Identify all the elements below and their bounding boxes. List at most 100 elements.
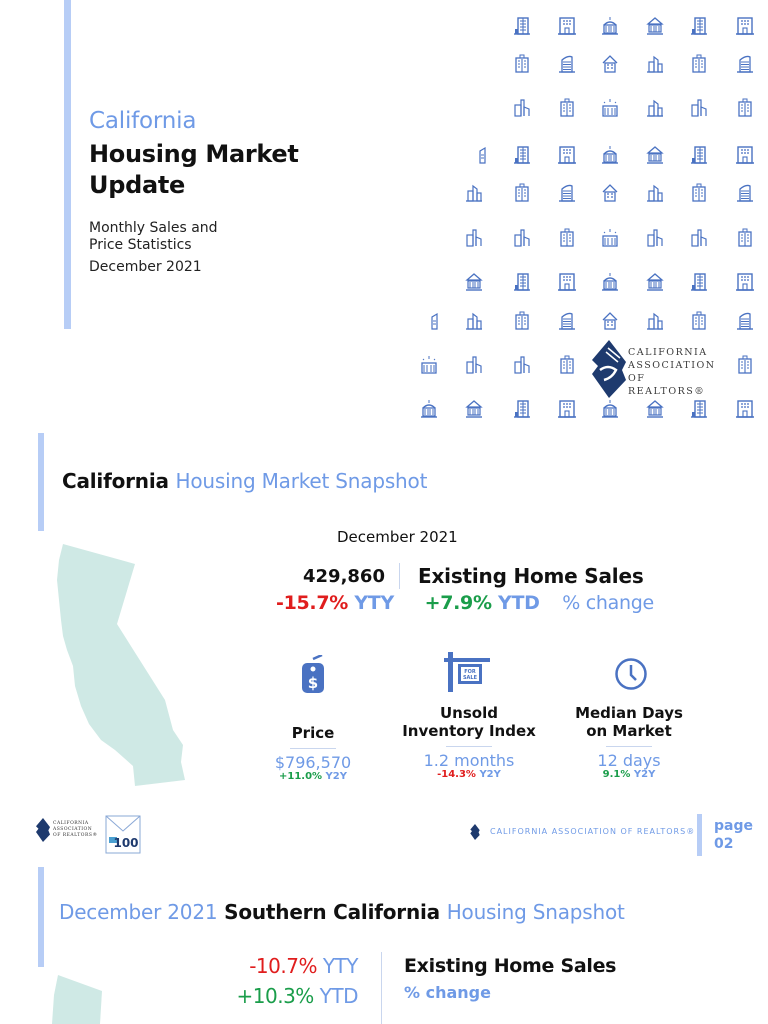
- building-icon: [514, 146, 530, 164]
- metric-change: +11.0% Y2Y: [263, 771, 363, 783]
- building-icon: [602, 184, 618, 202]
- car-logo: CALIFORNIA ASSOCIATION OF REALTORS®: [592, 340, 718, 398]
- car-logo-line3: OF REALTORS®: [628, 373, 706, 397]
- building-icon: [479, 146, 486, 164]
- building-icon: [515, 54, 529, 73]
- footer-logo-line2: ASSOCIATION: [53, 827, 93, 832]
- metric-change-suffix: Y2Y: [325, 771, 347, 782]
- building-icon: [559, 55, 575, 73]
- building-icon: [691, 99, 707, 117]
- building-icon: [738, 355, 752, 374]
- page-label: page: [714, 818, 753, 834]
- southern-title-blue: Housing Snapshot: [446, 900, 625, 924]
- southern-title: December 2021 Southern California Housin…: [59, 900, 625, 924]
- building-icon: [691, 400, 707, 418]
- building-icon: [602, 229, 618, 247]
- cover-title-highlight: California: [89, 108, 197, 134]
- yty-label: YTY: [354, 592, 394, 614]
- building-icon: [736, 17, 754, 35]
- building-icon: [559, 312, 575, 330]
- building-icon: [558, 17, 576, 35]
- southern-title-date: December 2021: [59, 900, 218, 924]
- sales-divider: [399, 563, 400, 589]
- southern-change-label: % change: [404, 983, 491, 1002]
- page-number-value: 02: [714, 836, 734, 852]
- southern-accent-bar: [38, 867, 44, 967]
- building-icon: [558, 146, 576, 164]
- sales-label: Existing Home Sales: [418, 564, 644, 588]
- building-icon: [431, 312, 438, 330]
- southern-yty-label: YTY: [322, 954, 359, 978]
- centennial-badge-icon: 100: [105, 815, 141, 854]
- svg-text:$: $: [308, 674, 318, 692]
- southern-california-map-icon: [52, 975, 102, 1024]
- building-icon: [647, 312, 663, 330]
- metric-change: -14.3% Y2Y: [399, 769, 539, 781]
- building-icon: [692, 311, 706, 330]
- metric-value: $796,570: [274, 753, 352, 772]
- building-icon: [421, 400, 437, 418]
- building-icon: [514, 99, 530, 117]
- cover-subtitle-line1: Monthly Sales and: [89, 220, 218, 236]
- cover-title-line2: Update: [89, 171, 185, 199]
- building-icon: [602, 400, 618, 418]
- building-icon: [560, 98, 574, 117]
- building-icon: [602, 55, 618, 73]
- building-icon: [691, 17, 707, 35]
- building-icon: [647, 99, 663, 117]
- building-icon: [736, 400, 754, 418]
- building-icon: [514, 229, 530, 247]
- building-icon: [646, 17, 664, 35]
- building-icon: [691, 273, 707, 291]
- svg-text:SALE: SALE: [463, 675, 478, 681]
- metric-label-line1: Median Days: [575, 704, 683, 722]
- building-icon: [647, 229, 663, 247]
- ytd-value: +7.9%: [424, 592, 492, 614]
- california-map-icon: [57, 544, 185, 786]
- building-icon: [602, 99, 618, 117]
- metric-change-value: -14.3%: [437, 769, 476, 780]
- building-icon: [465, 400, 483, 418]
- snapshot-title-blue: Housing Market Snapshot: [175, 469, 428, 493]
- building-icon: [514, 400, 530, 418]
- building-icon: [514, 273, 530, 291]
- southern-sales-label: Existing Home Sales: [404, 955, 617, 977]
- metric-divider: [446, 746, 492, 747]
- building-icon: [465, 273, 483, 291]
- metric-value: 12 days: [597, 751, 661, 770]
- building-icon: [691, 229, 707, 247]
- building-icon: [602, 273, 618, 291]
- metric-value: 1.2 months: [423, 751, 515, 770]
- building-icon: [692, 183, 706, 202]
- building-icon: [421, 356, 437, 374]
- metric-change: 9.1% Y2Y: [566, 769, 692, 781]
- building-icon: [646, 273, 664, 291]
- building-icon: [558, 400, 576, 418]
- for-sale-sign-icon: FOR SALE: [444, 652, 490, 692]
- building-icon: [515, 311, 529, 330]
- building-icon: [646, 400, 664, 418]
- building-icon: [560, 228, 574, 247]
- building-icon: [514, 356, 530, 374]
- metric-divider: [606, 746, 652, 747]
- svg-text:100: 100: [113, 836, 138, 850]
- building-icon: [647, 55, 663, 73]
- snapshot-title: California Housing Market Snapshot: [62, 469, 427, 493]
- metric-divider: [290, 748, 336, 749]
- southern-yty-value: -10.7%: [249, 954, 317, 978]
- footer-page-bar: [697, 814, 702, 856]
- southern-title-region: Southern California: [224, 900, 440, 924]
- southern-divider: [381, 952, 382, 1024]
- cover-subtitle-line2: Price Statistics: [89, 237, 192, 253]
- building-icon: [692, 54, 706, 73]
- yty-value: -15.7%: [276, 592, 349, 614]
- building-icon: [559, 184, 575, 202]
- cover-title: Housing Market Update: [89, 139, 299, 201]
- metric-change-suffix: Y2Y: [479, 769, 501, 780]
- building-icon: [737, 184, 753, 202]
- change-label: % change: [562, 592, 654, 614]
- southern-yty: -10.7% YTY: [238, 954, 358, 978]
- price-tag-icon: $: [302, 655, 324, 693]
- building-icon: [602, 312, 618, 330]
- footer-org-name: CALIFORNIA ASSOCIATION OF REALTORS®: [490, 827, 696, 836]
